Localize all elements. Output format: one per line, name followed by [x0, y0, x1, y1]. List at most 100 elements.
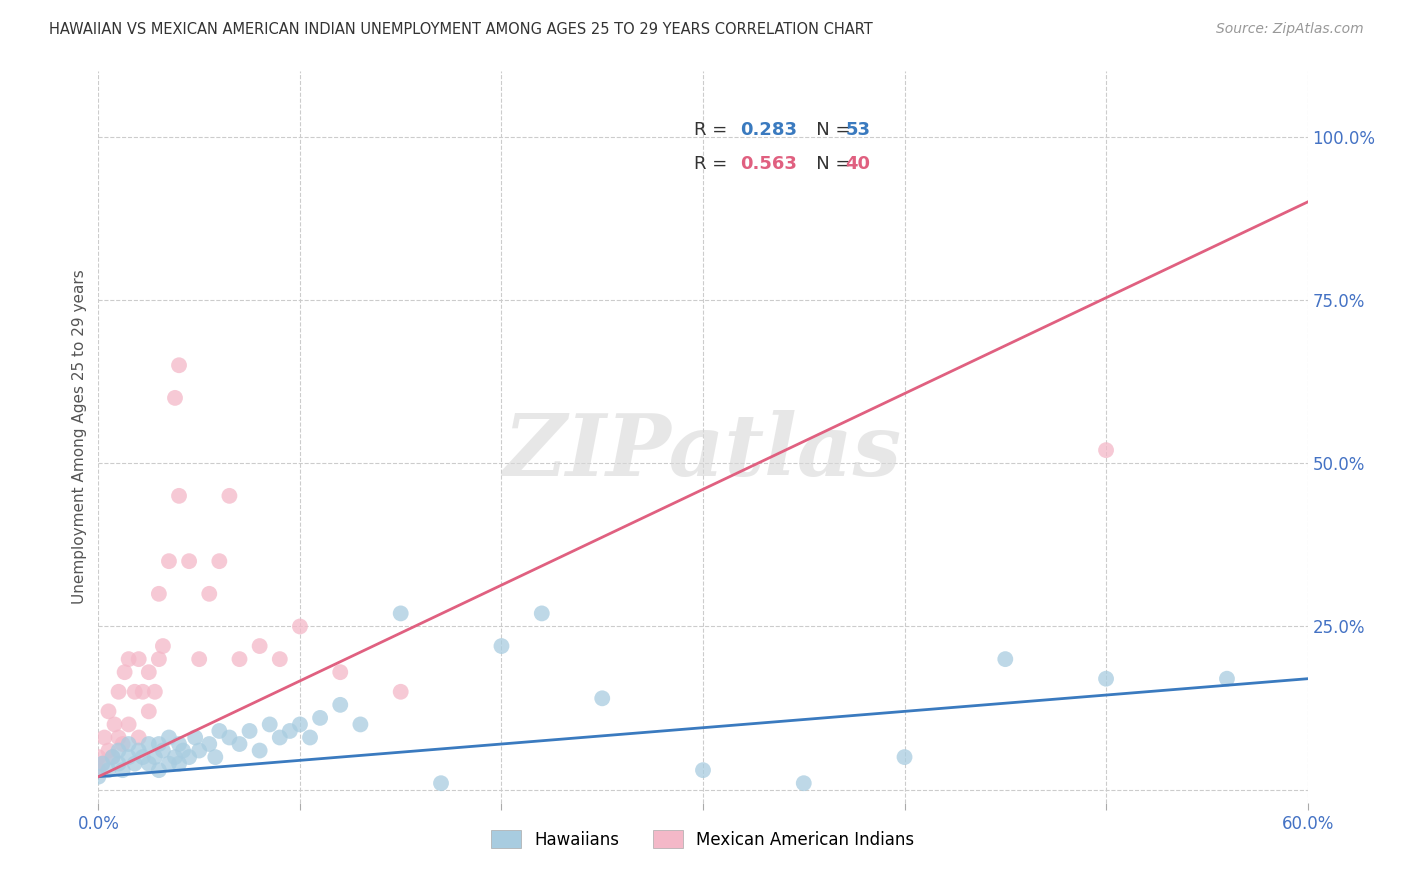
Point [491, 639, 513, 653]
Point [91, 756, 114, 771]
Point [107, 743, 129, 757]
Point [208, 554, 231, 568]
Point [249, 743, 271, 757]
Point [124, 756, 146, 771]
Point [167, 756, 190, 771]
Point [329, 698, 352, 712]
Point [188, 652, 211, 666]
Point [97, 705, 120, 719]
Text: ZIPatlas: ZIPatlas [503, 410, 903, 493]
Point [101, 750, 124, 764]
Point [148, 652, 170, 666]
Point [893, 750, 915, 764]
Text: N =: N = [799, 121, 856, 139]
Point [128, 743, 150, 757]
Point [87, 770, 110, 784]
Point [179, 750, 201, 764]
Point [138, 737, 160, 751]
Point [228, 652, 250, 666]
Point [179, 554, 201, 568]
Point [167, 358, 190, 372]
Point [239, 723, 262, 738]
Text: 40: 40 [845, 155, 870, 173]
Point [184, 731, 207, 745]
Point [249, 639, 271, 653]
Point [152, 743, 174, 757]
Point [93, 731, 115, 745]
Point [198, 587, 221, 601]
Point [107, 756, 129, 771]
Point [349, 717, 371, 731]
Point [118, 750, 141, 764]
Point [288, 619, 311, 633]
Point [530, 607, 553, 621]
Point [172, 743, 194, 757]
Text: HAWAIIAN VS MEXICAN AMERICAN INDIAN UNEMPLOYMENT AMONG AGES 25 TO 29 YEARS CORRE: HAWAIIAN VS MEXICAN AMERICAN INDIAN UNEM… [49, 22, 873, 37]
Point [1216, 672, 1239, 686]
Point [163, 391, 186, 405]
Point [148, 737, 170, 751]
Text: Source: ZipAtlas.com: Source: ZipAtlas.com [1216, 22, 1364, 37]
Point [138, 665, 160, 680]
Point [259, 717, 281, 731]
Point [299, 731, 322, 745]
Point [132, 685, 155, 699]
Point [167, 737, 190, 751]
Point [994, 652, 1017, 666]
Text: 0.563: 0.563 [740, 155, 797, 173]
Point [143, 685, 166, 699]
Point [101, 750, 124, 764]
Point [132, 750, 155, 764]
Point [430, 776, 453, 790]
Point [591, 691, 613, 706]
Point [107, 685, 129, 699]
Point [167, 489, 190, 503]
Point [692, 763, 714, 777]
Text: N =: N = [799, 155, 856, 173]
Point [269, 731, 291, 745]
Point [157, 554, 180, 568]
Point [143, 750, 166, 764]
Point [1095, 443, 1118, 458]
Point [198, 737, 221, 751]
Point [118, 717, 141, 731]
Point [118, 652, 141, 666]
Point [269, 652, 291, 666]
Point [118, 737, 141, 751]
Point [157, 731, 180, 745]
Point [87, 750, 110, 764]
Text: 0.283: 0.283 [740, 121, 797, 139]
Point [389, 685, 412, 699]
Point [1095, 672, 1118, 686]
Point [138, 756, 160, 771]
Point [204, 750, 226, 764]
Y-axis label: Unemployment Among Ages 25 to 29 years: Unemployment Among Ages 25 to 29 years [72, 269, 87, 605]
Text: R =: R = [693, 121, 733, 139]
Point [107, 731, 129, 745]
Point [163, 750, 186, 764]
Point [389, 607, 412, 621]
Point [87, 763, 110, 777]
Point [208, 723, 231, 738]
Point [218, 731, 240, 745]
Point [91, 756, 114, 771]
Point [288, 717, 311, 731]
Point [103, 717, 125, 731]
Point [128, 731, 150, 745]
Point [228, 737, 250, 751]
Point [111, 763, 134, 777]
Point [148, 763, 170, 777]
Point [188, 743, 211, 757]
Point [278, 723, 301, 738]
Point [152, 639, 174, 653]
Point [157, 756, 180, 771]
Text: 53: 53 [845, 121, 870, 139]
Point [793, 776, 815, 790]
Point [148, 587, 170, 601]
Text: R =: R = [693, 155, 733, 173]
Point [309, 711, 332, 725]
Point [124, 685, 146, 699]
Point [128, 652, 150, 666]
Legend: Hawaiians, Mexican American Indians: Hawaiians, Mexican American Indians [479, 819, 927, 860]
Point [97, 763, 120, 777]
